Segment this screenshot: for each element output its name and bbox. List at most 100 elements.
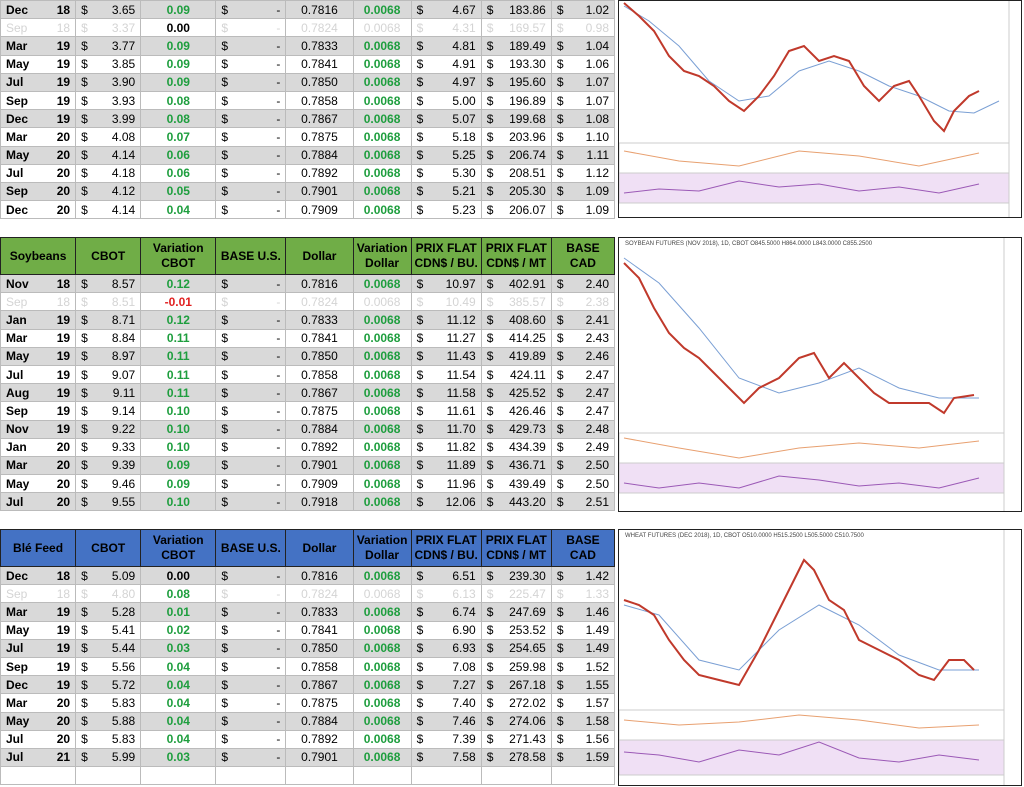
table-cell: Sep 18 <box>0 292 77 312</box>
table-cell: $ 4.80 <box>75 584 142 604</box>
table-cell: $ 6.74 <box>410 602 482 622</box>
table-cell: 0.0068 <box>352 145 412 165</box>
table-cell: $ - <box>215 0 287 20</box>
table-row: Nov 18 $ 8.57 0.12 $ -0.7816 0.0068 $ 10.97 $ … <box>0 273 616 294</box>
table-cell: May 20 <box>0 145 77 165</box>
table-cell: $ 5.21 <box>410 181 482 202</box>
table-cell: $ 1.46 <box>550 602 616 622</box>
table-row: Jan 19 $ 8.71 0.12 $ -0.7833 0.0068 $ 11.12 $ … <box>0 310 616 330</box>
table-cell: $ 4.97 <box>410 72 482 92</box>
table-cell: $ 9.22 <box>75 419 142 439</box>
table-cell: 0.7918 <box>285 492 354 512</box>
table-cell: 0.7858 <box>285 364 354 385</box>
table-cell: $ 1.07 <box>550 90 616 111</box>
table-cell: Sep 19 <box>0 401 77 421</box>
column-header: Variation CBOT <box>140 237 217 275</box>
table-cell: $ - <box>215 292 287 312</box>
table-cell: 0.7841 <box>285 54 354 74</box>
table-cell: $ 254.65 <box>480 638 552 658</box>
table-cell: $ 2.47 <box>550 383 616 403</box>
table-cell: $ 4.14 <box>75 145 142 165</box>
table-cell: $ 6.51 <box>410 565 482 586</box>
table-cell: $ 2.46 <box>550 346 616 366</box>
table-cell: $ 4.12 <box>75 181 142 202</box>
table-cell: $ 272.02 <box>480 693 552 713</box>
table-cell: $ 278.58 <box>480 747 552 768</box>
table-cell: $ 11.12 <box>410 310 482 330</box>
table-cell: 0.0068 <box>352 109 412 129</box>
soybeans-table: Soybeans CBOT Variation CBOT BASE U.S. Dolla… <box>0 237 616 512</box>
table-row: Mar 20 $ 9.39 0.09 $ -0.7901 0.0068 $ 11.89 $ … <box>0 455 616 476</box>
table-cell: 0.04 <box>140 675 217 695</box>
table-cell: $ 8.51 <box>75 292 142 312</box>
table-cell: 0.06 <box>140 163 217 183</box>
table-cell: $ 3.99 <box>75 109 142 129</box>
table-cell: $ 267.18 <box>480 675 552 695</box>
table-cell: $ 259.98 <box>480 656 552 677</box>
table-cell: $ 434.39 <box>480 437 552 457</box>
table-cell: $ 274.06 <box>480 711 552 731</box>
table-cell: 0.08 <box>140 109 217 129</box>
table-cell: $ 1.58 <box>550 711 616 731</box>
table-cell: 0.11 <box>140 364 217 385</box>
table-cell: Mar 20 <box>0 455 77 476</box>
table-cell: 0.11 <box>140 383 217 403</box>
table-cell: $ 2.51 <box>550 492 616 512</box>
table-cell: $ 1.04 <box>550 36 616 56</box>
table-cell: May 20 <box>0 474 77 494</box>
table-cell: $ 5.23 <box>410 200 482 220</box>
table-cell <box>550 766 616 786</box>
table-cell: 0.10 <box>140 419 217 439</box>
table-cell: $ 239.30 <box>480 565 552 586</box>
table-cell: 0.0068 <box>352 36 412 56</box>
table-cell: $ 271.43 <box>480 729 552 749</box>
table-row: Jan 20 $ 9.33 0.10 $ -0.7892 0.0068 $ 11.82 $ … <box>0 437 616 457</box>
table-cell: $ - <box>215 675 287 695</box>
table-cell: 0.7901 <box>285 455 354 476</box>
table-row: Sep 19 $ 3.93 0.08 $ -0.7858 0.0068 $ 5.00 $ 1… <box>0 90 616 111</box>
column-header: CBOT <box>75 237 142 275</box>
table-cell: 0.04 <box>140 711 217 731</box>
table-row: Sep 19 $ 9.14 0.10 $ -0.7875 0.0068 $ 11.61 $ … <box>0 401 616 421</box>
table-cell: 0.7850 <box>285 72 354 92</box>
table-cell: $ 385.57 <box>480 292 552 312</box>
column-header: PRIX FLAT CDN$ / MT <box>480 529 552 567</box>
table-row: Nov 19 $ 9.22 0.10 $ -0.7884 0.0068 $ 11.70 $ … <box>0 419 616 439</box>
table-row: Dec 18 $ 5.09 0.00 $ -0.7816 0.0068 $ 6.51 $ 2… <box>0 565 616 586</box>
table-cell: $ - <box>215 638 287 658</box>
table-cell: 0.04 <box>140 656 217 677</box>
table-cell: $ 2.49 <box>550 437 616 457</box>
table-cell: $ 5.72 <box>75 675 142 695</box>
table-cell: Sep 20 <box>0 181 77 202</box>
table-cell: $ 11.89 <box>410 455 482 476</box>
table-cell: Dec 20 <box>0 200 77 220</box>
table-cell: $ 5.44 <box>75 638 142 658</box>
column-header: BASE CAD <box>550 237 616 275</box>
table-cell: $ - <box>215 419 287 439</box>
column-header: Dollar <box>285 237 354 275</box>
table-cell: $ 2.47 <box>550 364 616 385</box>
table-cell: $ 205.30 <box>480 181 552 202</box>
table-cell: 0.7816 <box>285 273 354 294</box>
table-cell: 0.0068 <box>352 693 412 713</box>
table-cell: $ - <box>215 181 287 202</box>
table-cell: 0.0068 <box>352 474 412 494</box>
table-row: Sep 18 $ 3.37 0.00 $ -0.7824 0.0068 $ 4.31 $ 1… <box>0 18 616 38</box>
table-cell: Sep 18 <box>0 18 77 38</box>
table-cell: 0.0068 <box>352 383 412 403</box>
table-cell: 0.00 <box>140 565 217 586</box>
table-cell: $ 7.40 <box>410 693 482 713</box>
table-cell: $ 436.71 <box>480 455 552 476</box>
table-cell: $ 1.59 <box>550 747 616 768</box>
table-cell: 0.0068 <box>352 437 412 457</box>
table-cell: 0.7875 <box>285 693 354 713</box>
table-cell: 0.0068 <box>352 346 412 366</box>
table-cell: 0.7875 <box>285 127 354 147</box>
table-cell: $ 414.25 <box>480 328 552 348</box>
table-cell: $ 199.68 <box>480 109 552 129</box>
table-cell: May 19 <box>0 620 77 640</box>
table-cell <box>285 766 354 786</box>
table-cell: $ 429.73 <box>480 419 552 439</box>
table-cell: $ 5.88 <box>75 711 142 731</box>
chart-image <box>619 530 1005 785</box>
